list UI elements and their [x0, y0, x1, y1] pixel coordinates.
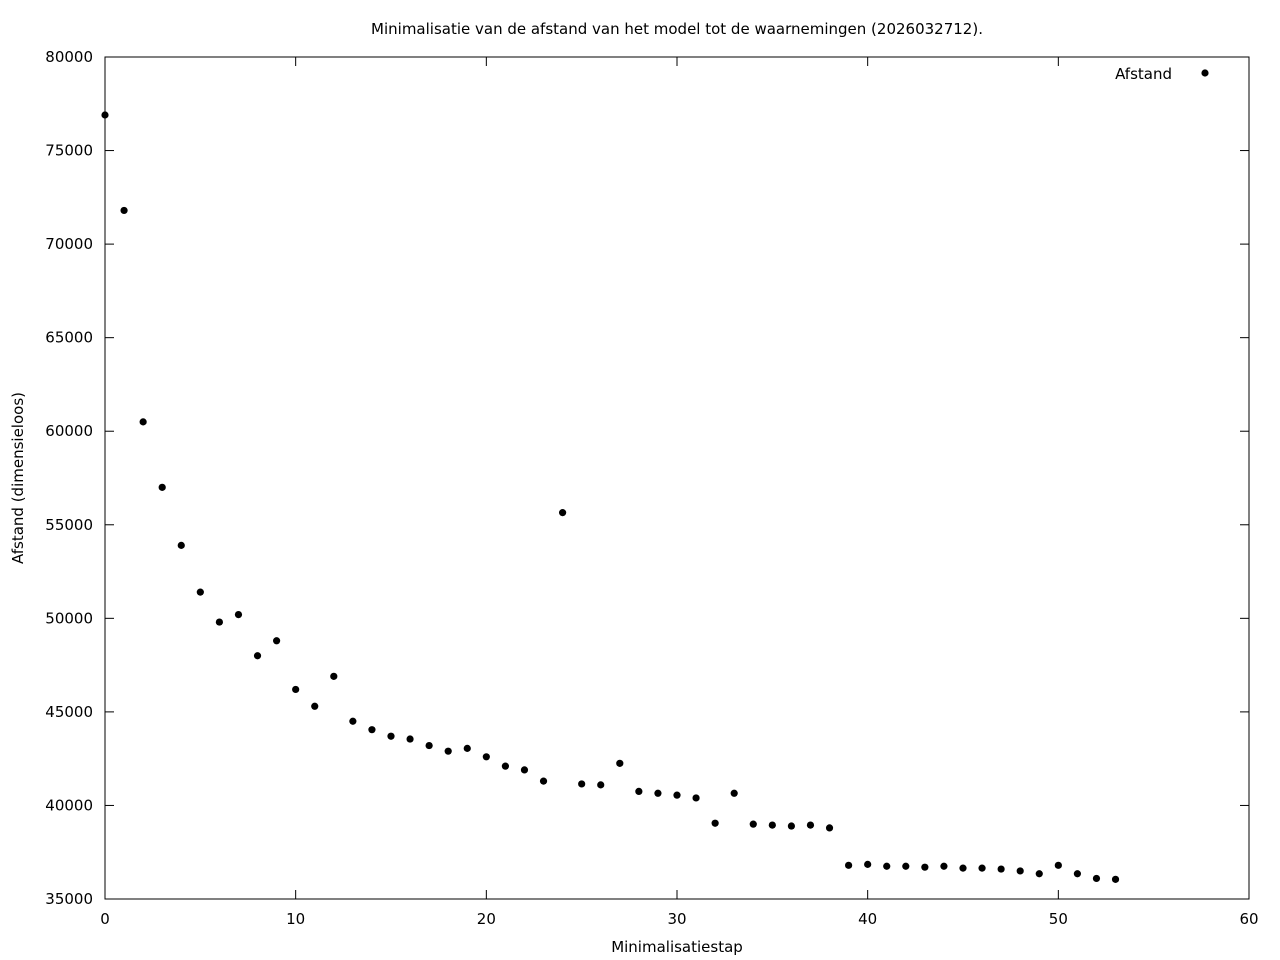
y-tick-label: 45000	[45, 703, 93, 721]
data-point	[368, 726, 376, 734]
data-point	[768, 821, 776, 829]
data-point	[501, 762, 509, 770]
data-point	[749, 820, 757, 828]
data-point	[139, 418, 147, 426]
y-tick-label: 60000	[45, 422, 93, 440]
data-point	[101, 111, 109, 119]
x-tick-label: 0	[100, 910, 110, 928]
data-point	[482, 753, 490, 761]
data-point	[787, 822, 796, 830]
data-point	[1073, 870, 1081, 878]
data-point	[273, 637, 281, 645]
data-point	[806, 821, 815, 829]
data-point	[311, 702, 319, 710]
x-tick-label: 10	[286, 910, 305, 928]
data-point	[559, 509, 567, 517]
data-point	[253, 652, 262, 660]
data-point	[692, 794, 700, 802]
data-point	[520, 766, 529, 774]
data-point	[234, 610, 243, 619]
x-tick-label: 30	[667, 910, 686, 928]
data-point	[539, 777, 548, 785]
y-tick-label: 70000	[45, 235, 93, 253]
y-axis-title: Afstand (dimensieloos)	[9, 392, 27, 564]
data-point	[1016, 867, 1024, 875]
data-point	[292, 685, 300, 694]
data-point	[825, 824, 834, 832]
y-tick-label: 80000	[45, 48, 93, 66]
data-point	[902, 862, 910, 870]
data-point	[1111, 875, 1120, 883]
x-axis-title: Minimalisatiestap	[611, 938, 743, 956]
data-point	[330, 672, 338, 680]
data-point	[845, 861, 853, 869]
data-point	[120, 206, 128, 215]
x-axis: 0 10 20 30 40 50 60	[100, 57, 1259, 928]
data-point	[864, 860, 872, 868]
data-point	[444, 747, 452, 755]
data-point	[158, 483, 166, 491]
x-tick-label: 60	[1239, 910, 1258, 928]
plot-frame	[104, 56, 1250, 900]
data-point	[1092, 874, 1101, 883]
legend: Afstand	[1115, 65, 1209, 83]
data-point	[387, 732, 395, 740]
data-point	[978, 864, 986, 872]
data-point	[406, 735, 414, 743]
data-point	[673, 791, 681, 799]
legend-label-afstand: Afstand	[1115, 65, 1172, 83]
legend-marker-afstand	[1201, 69, 1209, 77]
data-point	[997, 865, 1005, 873]
y-tick-label: 55000	[45, 516, 93, 534]
data-point	[654, 789, 662, 797]
data-point	[730, 789, 738, 797]
data-point	[177, 541, 185, 549]
data-point	[616, 759, 624, 767]
data-point	[959, 864, 967, 872]
data-point	[349, 717, 357, 725]
y-axis: 35000 40000 45000 50000 55000 60000 65000 70000…	[45, 48, 1249, 908]
data-points	[101, 111, 1120, 883]
y-tick-label: 75000	[45, 142, 93, 160]
data-point	[635, 787, 643, 796]
y-tick-label: 35000	[45, 890, 93, 908]
data-point	[883, 862, 891, 870]
y-tick-label: 50000	[45, 609, 93, 627]
data-point	[463, 744, 471, 752]
data-point	[921, 863, 929, 871]
x-tick-label: 40	[858, 910, 877, 928]
data-point	[196, 588, 204, 596]
data-point	[1035, 870, 1043, 878]
x-tick-label: 50	[1049, 910, 1068, 928]
data-point	[215, 618, 223, 626]
data-point	[1054, 861, 1062, 869]
data-point	[578, 780, 586, 788]
data-point	[940, 862, 948, 870]
y-tick-label: 40000	[45, 796, 93, 814]
y-tick-label: 65000	[45, 329, 93, 347]
x-tick-label: 20	[477, 910, 496, 928]
data-point	[711, 819, 719, 827]
data-point	[597, 781, 605, 789]
data-point	[425, 741, 433, 750]
chart-title: Minimalisatie van de afstand van het mod…	[371, 20, 983, 38]
